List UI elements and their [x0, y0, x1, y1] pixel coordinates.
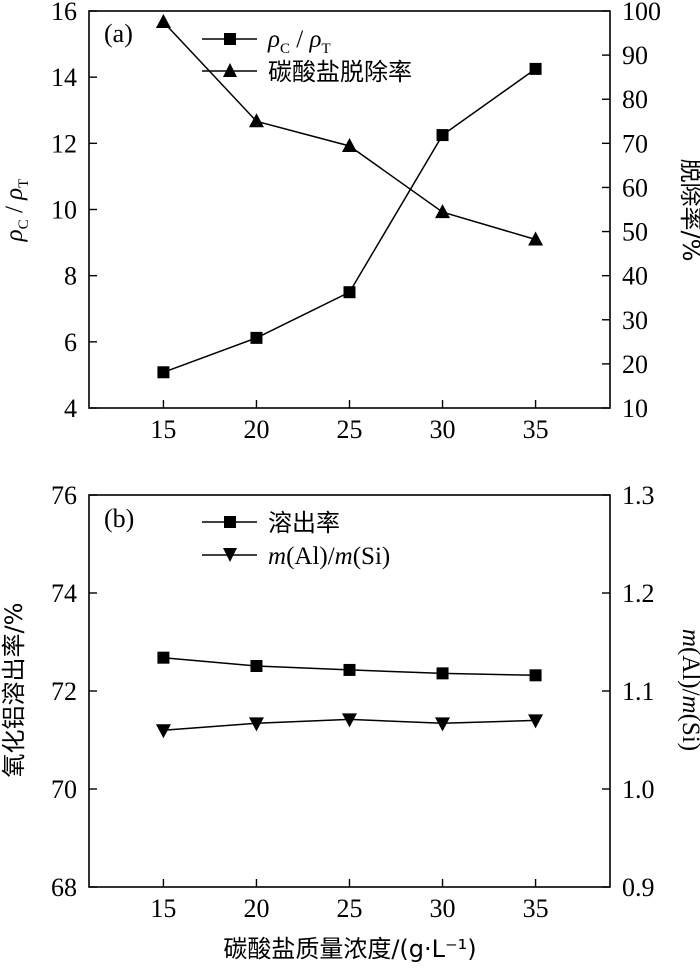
right-y-tick-label: 80: [622, 85, 648, 114]
left-y-tick-label: 74: [51, 579, 77, 608]
triangle-down-marker: [342, 713, 357, 728]
legend-marker-triangle-down: [223, 548, 237, 562]
right-y-tick-label: 50: [622, 218, 648, 247]
right-y-tick-label: 30: [622, 306, 648, 335]
left-y-tick-label: 72: [51, 677, 77, 706]
x-tick-label: 35: [523, 415, 549, 444]
panel-b-x-axis-title: 碳酸盐质量浓度/(g·L⁻¹): [223, 935, 476, 963]
left-y-tick-label: 6: [64, 328, 77, 357]
left-y-tick-label: 68: [51, 873, 77, 902]
right-y-tick-label: 1.0: [622, 775, 655, 804]
triangle-up-marker: [342, 137, 357, 152]
panel-a-left-axis-title: ρC / ρT: [1, 179, 32, 243]
triangle-up-marker: [155, 14, 171, 29]
panel-b-label: (b): [104, 504, 134, 533]
panel-a: 15 20 25 30 35 4 6 8 10 12 14 16 10 20 30 40 50 60 70 80 90 1…: [1, 0, 700, 444]
triangle-down-marker: [248, 717, 264, 732]
left-y-tick-label: 70: [51, 775, 77, 804]
left-y-tick-label: 10: [51, 196, 77, 225]
square-marker: [436, 129, 449, 142]
series-line-a-0: [163, 68, 537, 374]
legend-label-al-si-ratio: m(Al)/m(Si): [268, 543, 390, 570]
panel-a-legend: ρC / ρT 碳酸盐脱除率: [202, 26, 412, 86]
left-y-tick-label: 16: [51, 0, 77, 26]
legend-item-carbonate-removal: 碳酸盐脱除率: [202, 58, 412, 86]
panel-b-ticks: 15 20 25 30 35 68 70 72 74 76 0.9 1.0 1.1 1.2 1.3: [51, 481, 655, 923]
right-y-tick-label: 1.3: [622, 481, 655, 510]
right-y-tick-label: 40: [622, 262, 648, 291]
panel-a-label: (a): [104, 19, 133, 48]
legend-label-carbonate-removal: 碳酸盐脱除率: [268, 58, 412, 86]
x-tick-label: 20: [243, 894, 269, 923]
panel-b-marks: [155, 651, 544, 739]
panel-b-left-axis-title: 氧化铝溶出率/%: [0, 603, 28, 778]
triangle-down-marker: [528, 714, 544, 729]
right-y-tick-label: 90: [622, 41, 648, 70]
x-tick-label: 15: [150, 894, 176, 923]
square-marker: [157, 651, 170, 664]
left-y-tick-label: 14: [51, 63, 77, 92]
panel-b-legend: 溶出率 m(Al)/m(Si): [202, 509, 390, 570]
right-y-tick-label: 1.1: [622, 677, 655, 706]
panel-b-right-axis-title: m(Al)/m(Si): [677, 629, 700, 751]
legend-marker-square: [224, 516, 236, 528]
legend-item-al-si-ratio: m(Al)/m(Si): [202, 543, 390, 570]
right-y-tick-label: 20: [622, 350, 648, 379]
right-y-tick-label: 100: [622, 0, 661, 26]
series-line-a-1: [162, 21, 536, 241]
triangle-down-marker: [435, 717, 451, 732]
legend-label-dissolution-rate: 溶出率: [268, 509, 340, 537]
square-marker: [343, 663, 356, 676]
x-tick-label: 25: [337, 894, 363, 923]
legend-label-density-ratio: ρC / ρT: [267, 26, 331, 57]
legend-marker-square: [224, 33, 236, 45]
square-marker: [250, 331, 263, 344]
left-y-tick-label: 76: [51, 481, 77, 510]
x-tick-label: 35: [523, 894, 549, 923]
x-tick-label: 20: [243, 415, 269, 444]
right-y-tick-label: 0.9: [622, 873, 655, 902]
triangle-down-marker: [155, 724, 171, 739]
triangle-up-marker: [435, 204, 451, 219]
right-y-tick-label: 1.2: [622, 579, 655, 608]
left-y-tick-label: 4: [64, 394, 77, 423]
square-marker: [529, 669, 542, 682]
square-marker: [250, 660, 263, 673]
square-marker: [436, 667, 449, 680]
x-tick-label: 25: [337, 415, 363, 444]
right-y-tick-label: 60: [622, 173, 648, 202]
left-y-tick-label: 12: [51, 129, 77, 158]
legend-item-dissolution-rate: 溶出率: [202, 509, 340, 537]
legend-marker-triangle-up: [223, 63, 237, 77]
x-tick-label: 30: [430, 415, 456, 444]
panel-a-marks: [155, 14, 544, 379]
square-marker: [157, 366, 170, 379]
x-tick-label: 15: [150, 415, 176, 444]
x-tick-label: 30: [430, 894, 456, 923]
left-y-tick-label: 8: [64, 262, 77, 291]
legend-item-density-ratio: ρC / ρT: [202, 26, 331, 57]
panel-a-ticks: 15 20 25 30 35 4 6 8 10 12 14 16 10 20 30 40 50 60 70 80 90 1…: [51, 0, 661, 444]
triangle-up-marker: [528, 231, 544, 246]
right-y-tick-label: 70: [622, 129, 648, 158]
square-marker: [529, 62, 542, 75]
panel-a-right-axis-title: 脱除率/%: [677, 159, 700, 262]
square-marker: [343, 286, 356, 299]
right-y-tick-label: 10: [622, 394, 648, 423]
triangle-up-marker: [248, 113, 264, 128]
